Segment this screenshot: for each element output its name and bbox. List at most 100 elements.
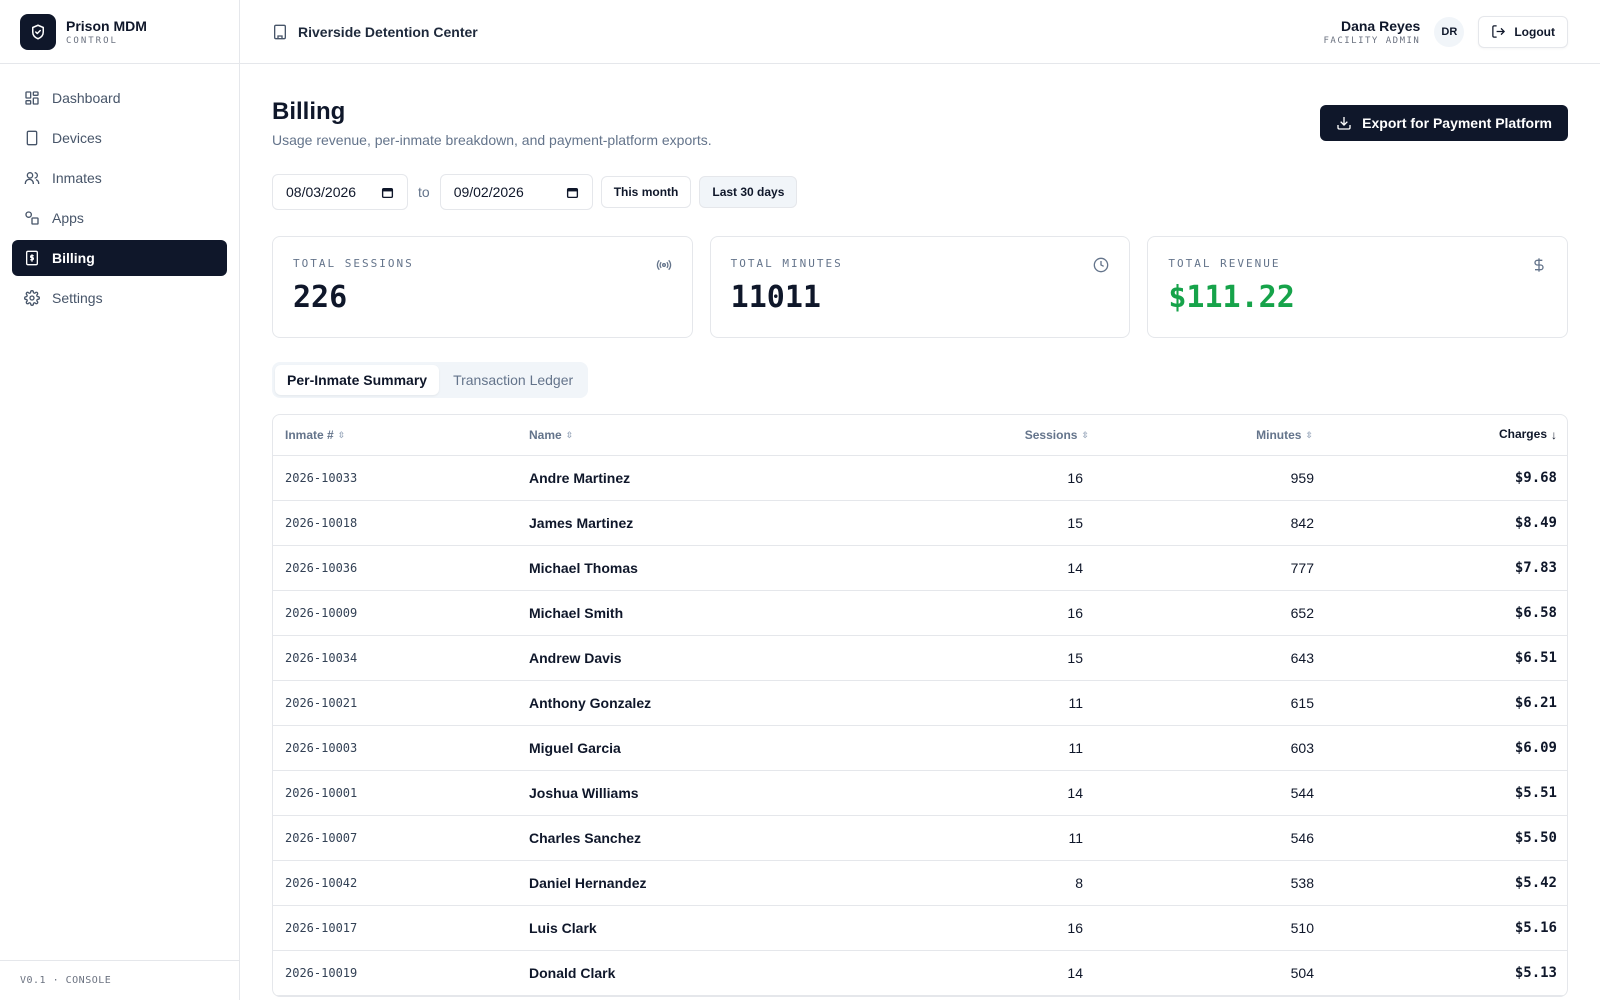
minutes-cell: 842 [1290, 514, 1314, 531]
tab-transaction-ledger[interactable]: Transaction Ledger [453, 372, 574, 388]
user-name: Dana Reyes [1340, 17, 1421, 34]
table-row[interactable]: 2026-10019 Donald Clark 14 504 $5.13 [273, 950, 1567, 995]
inmate-name-cell: James Martinez [529, 514, 634, 531]
table-row[interactable]: 2026-10009 Michael Smith 16 652 $6.58 [273, 590, 1567, 635]
calendar-icon[interactable] [381, 186, 394, 199]
table-row[interactable]: 2026-10018 James Martinez 15 842 $8.49 [273, 500, 1567, 545]
sessions-cell: 14 [1067, 559, 1083, 576]
inmate-name-cell: Andre Martinez [529, 469, 631, 486]
minutes-cell: 652 [1290, 604, 1314, 621]
user-role: FACILITY ADMIN [1323, 35, 1421, 46]
table-row[interactable]: 2026-10003 Miguel Garcia 11 603 $6.09 [273, 725, 1567, 770]
to-date-input[interactable]: 09/02/2026 [439, 174, 593, 210]
stat-value: $111.22 [1168, 280, 1295, 315]
sessions-cell: 15 [1067, 649, 1083, 666]
column-header-inmate-number[interactable]: Inmate # ⇳ [285, 427, 346, 442]
logout-icon [1492, 25, 1506, 38]
download-icon [1337, 117, 1351, 130]
tab-per-inmate-summary[interactable]: Per-Inmate Summary [275, 365, 440, 395]
table-row[interactable]: 2026-10033 Andre Martinez 16 959 $9.68 [273, 455, 1567, 500]
column-header-name[interactable]: Name ⇳ [529, 427, 574, 442]
charges-cell: $6.51 [1514, 649, 1557, 666]
column-header-minutes[interactable]: Minutes ⇳ [1256, 427, 1313, 442]
table-row[interactable]: 2026-10036 Michael Thomas 14 777 $7.83 [273, 545, 1567, 590]
sidebar-item-apps[interactable]: Apps [12, 200, 227, 236]
table-row[interactable]: 2026-10034 Andrew Davis 15 643 $6.51 [273, 635, 1567, 680]
minutes-cell: 546 [1290, 829, 1314, 846]
inmate-name-cell: Andrew Davis [529, 649, 622, 666]
sort-icon: ⇳ [337, 430, 346, 441]
this-month-button[interactable]: This month [600, 176, 692, 208]
column-header-sessions[interactable]: Sessions ⇳ [1024, 427, 1089, 442]
table-row[interactable]: 2026-10021 Anthony Gonzalez 11 615 $6.21 [273, 680, 1567, 725]
inmate-name-cell: Joshua Williams [529, 784, 639, 801]
inmate-number-cell: 2026-10019 [285, 965, 358, 980]
sort-icon: ⇳ [1081, 430, 1089, 441]
broadcast-icon [656, 259, 671, 271]
sidebar-item-label: Dashboard [52, 90, 121, 106]
minutes-cell: 504 [1290, 964, 1314, 981]
shapes-icon [25, 211, 39, 225]
avatar[interactable]: DR [1434, 16, 1465, 47]
from-date-input[interactable]: 08/03/2026 [272, 174, 408, 210]
charges-cell: $5.50 [1514, 829, 1557, 846]
stat-value: 11011 [730, 280, 821, 315]
facility-label: Riverside Detention Center [298, 23, 478, 40]
sidebar-item-inmates[interactable]: Inmates [12, 160, 227, 196]
export-button[interactable]: Export for Payment Platform [1320, 105, 1568, 141]
sidebar-item-label: Apps [52, 210, 84, 226]
user-info: Dana Reyes FACILITY ADMIN [1323, 18, 1420, 46]
stat-label: TOTAL MINUTES [730, 257, 843, 270]
stat-card-minutes: TOTAL MINUTES 11011 [709, 236, 1131, 338]
inmate-number-cell: 2026-10021 [285, 695, 358, 710]
stat-card-revenue: TOTAL REVENUE $111.22 [1147, 236, 1569, 338]
sessions-cell: 8 [1075, 874, 1083, 891]
sessions-cell: 16 [1067, 604, 1083, 621]
date-filters: 08/03/2026 to 09/02/2026 This month Last… [272, 174, 1568, 210]
page-subtitle: Usage revenue, per-inmate breakdown, and… [272, 132, 712, 148]
sidebar-item-billing[interactable]: Billing [12, 240, 227, 276]
sidebar-item-dashboard[interactable]: Dashboard [12, 80, 227, 116]
inmate-name-cell: Daniel Hernandez [529, 874, 647, 891]
sessions-cell: 11 [1068, 694, 1083, 711]
sort-icon: ⇳ [1305, 430, 1313, 441]
inmate-number-cell: 2026-10036 [285, 560, 358, 575]
table-row[interactable]: 2026-10007 Charles Sanchez 11 546 $5.50 [273, 815, 1567, 860]
sidebar-item-settings[interactable]: Settings [12, 280, 227, 316]
sessions-cell: 14 [1067, 784, 1083, 801]
last-30-days-button[interactable]: Last 30 days [699, 176, 798, 208]
facility-name: Riverside Detention Center [272, 24, 478, 40]
column-header-charges[interactable]: Charges ↓ [1498, 427, 1557, 443]
inmate-number-cell: 2026-10007 [285, 830, 358, 845]
gear-icon [24, 290, 40, 306]
sidebar-item-label: Settings [52, 290, 103, 306]
logout-button[interactable]: Logout [1478, 15, 1568, 48]
table-row[interactable]: 2026-10017 Luis Clark 16 510 $5.16 [273, 905, 1567, 950]
charges-cell: $5.42 [1514, 874, 1557, 891]
sessions-cell: 16 [1067, 469, 1083, 486]
to-date-value: 09/02/2026 [453, 184, 524, 200]
sidebar-item-devices[interactable]: Devices [12, 120, 227, 156]
inmate-number-cell: 2026-10009 [285, 605, 358, 620]
inmate-number-cell: 2026-10018 [285, 515, 358, 530]
tablet-icon [26, 130, 38, 146]
receipt-dollar-icon [26, 250, 38, 266]
export-label: Export for Payment Platform [1362, 115, 1552, 131]
building-icon [274, 24, 286, 39]
sidebar-item-label: Inmates [52, 170, 102, 186]
clock-icon [1094, 257, 1109, 273]
charges-cell: $5.51 [1514, 784, 1557, 801]
charges-cell: $7.83 [1514, 559, 1557, 576]
shield-logo-icon [20, 13, 56, 50]
charges-cell: $6.09 [1514, 739, 1557, 756]
table-row[interactable]: 2026-10001 Joshua Williams 14 544 $5.51 [273, 770, 1567, 815]
inmate-name-cell: Anthony Gonzalez [529, 694, 652, 711]
calendar-icon[interactable] [566, 186, 579, 199]
dollar-icon [1534, 258, 1544, 272]
charges-cell: $5.16 [1514, 919, 1557, 936]
inmate-name-cell: Michael Smith [529, 604, 624, 621]
charges-cell: $6.21 [1514, 694, 1557, 711]
sidebar-item-label: Devices [52, 130, 102, 146]
charges-cell: $5.13 [1514, 964, 1557, 981]
table-row[interactable]: 2026-10042 Daniel Hernandez 8 538 $5.42 [273, 860, 1567, 905]
